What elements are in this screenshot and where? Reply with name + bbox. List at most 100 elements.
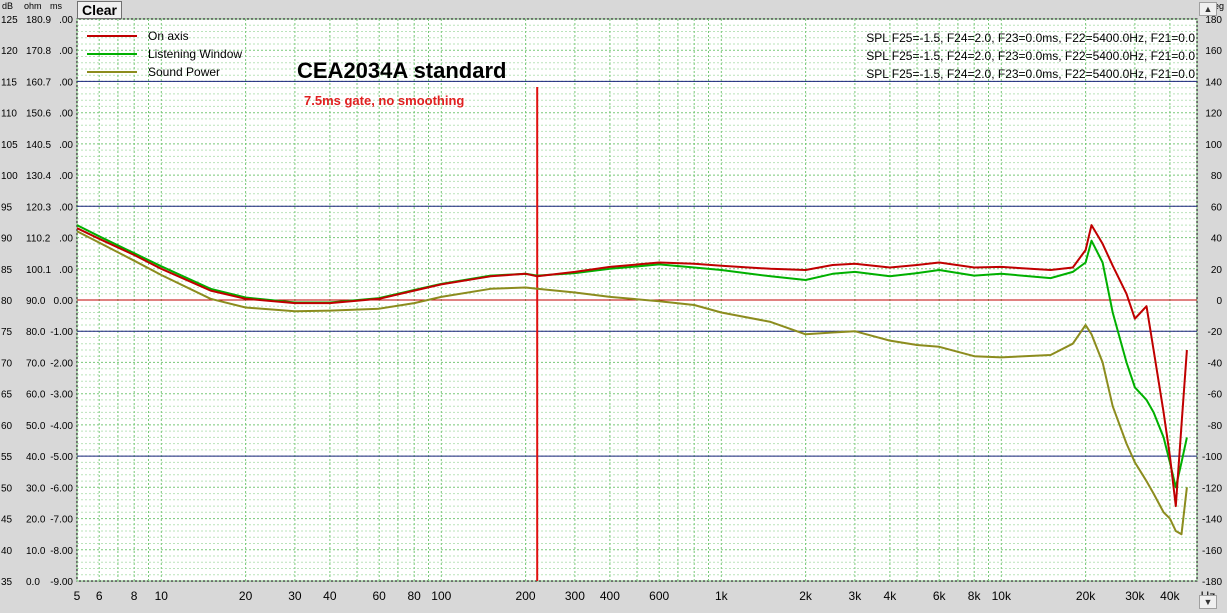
y-tick-label-deg: -120 <box>1202 483 1222 494</box>
x-axis-labels: 5 6 8 10 20 30 40 60 80 100 200 300 400 600 1k 2k 3k 4k 6k… <box>74 589 1216 603</box>
y-tick-label-ohm: 50.0 <box>26 421 46 432</box>
y-tick-label-db: 125 <box>1 15 18 26</box>
clear-button[interactable]: Clear <box>77 1 122 19</box>
y-tick-label-deg: 120 <box>1205 109 1222 120</box>
y-tick-label-db: 50 <box>1 483 13 494</box>
y-tick-label-ms: .00 <box>59 234 73 245</box>
y-tick-label-ohm: 140.5 <box>26 140 51 151</box>
chart-title: CEA2034A standard <box>297 58 506 83</box>
y-tick-label-deg: -140 <box>1202 515 1222 526</box>
y-tick-label-ohm: 110.2 <box>26 234 51 245</box>
y-tick-label-deg: -80 <box>1208 421 1223 432</box>
y-tick-label-ohm: 80.0 <box>26 327 46 338</box>
y-tick-label-deg: 40 <box>1211 234 1223 245</box>
y-tick-label-ohm: 120.3 <box>26 202 51 213</box>
y-tick-label-db: 55 <box>1 452 13 463</box>
y-tick-label-ohm: 180.9 <box>26 15 51 26</box>
x-tick-label: 300 <box>565 589 585 603</box>
x-tick-label: 6 <box>96 589 103 603</box>
x-tick-label: 200 <box>516 589 536 603</box>
y-tick-label-ms: -7.00 <box>50 515 73 526</box>
series-info-lines: SPL F25=-1.5, F24=2.0, F23=0.0ms, F22=54… <box>866 31 1195 81</box>
y-tick-label-db: 105 <box>1 140 18 151</box>
y-tick-label-ohm: 40.0 <box>26 452 46 463</box>
legend-label: On axis <box>148 29 189 43</box>
y-tick-label-ms: -1.00 <box>50 327 73 338</box>
y-tick-label-deg: 160 <box>1205 46 1222 57</box>
scroll-up-button[interactable]: ▲ <box>1199 2 1217 16</box>
right-axis-labels: 180 160 140 120 100 80 60 40 20 0 -20 -40 -60 -80 -100… <box>1202 15 1222 588</box>
x-tick-label: 1k <box>715 589 729 603</box>
x-tick-label: 30k <box>1125 589 1145 603</box>
y-tick-label-db: 65 <box>1 390 13 401</box>
y-tick-label-ohm: 170.8 <box>26 46 51 57</box>
y-tick-label-db: 70 <box>1 358 13 369</box>
series-line-sound-power <box>77 230 1188 536</box>
y-tick-label-ms: .00 <box>59 15 73 26</box>
series-info: SPL F25=-1.5, F24=2.0, F23=0.0ms, F22=54… <box>866 49 1195 63</box>
y-tick-label-ms: .00 <box>59 140 73 151</box>
y-tick-label-deg: -160 <box>1202 546 1222 557</box>
y-tick-label-ms: -9.00 <box>50 577 73 588</box>
x-tick-label: 30 <box>288 589 302 603</box>
y-tick-label-deg: -100 <box>1202 452 1222 463</box>
series-info: SPL F25=-1.5, F24=2.0, F23=0.0ms, F22=54… <box>866 67 1195 81</box>
y-tick-label-deg: -40 <box>1208 358 1223 369</box>
y-tick-label-db: 100 <box>1 171 18 182</box>
y-tick-label-ms: -2.00 <box>50 358 73 369</box>
y-tick-label-db: 95 <box>1 202 13 213</box>
y-tick-label-ohm: 60.0 <box>26 390 46 401</box>
y-tick-label-deg: -60 <box>1208 390 1223 401</box>
y-tick-label-ohm: 160.7 <box>26 77 51 88</box>
y-tick-label-ohm: 90.0 <box>26 296 46 307</box>
y-tick-label-deg: -20 <box>1208 327 1223 338</box>
y-tick-label-deg: 140 <box>1205 77 1222 88</box>
y-tick-label-db: 90 <box>1 234 13 245</box>
y-tick-label-db: 80 <box>1 296 13 307</box>
x-tick-label: 8k <box>968 589 982 603</box>
grid <box>76 18 1198 582</box>
y-tick-label-ms: .00 <box>59 171 73 182</box>
y-tick-label-ms: .00 <box>59 202 73 213</box>
legend-label: Listening Window <box>148 47 242 61</box>
y-tick-label-ohm: 130.4 <box>26 171 51 182</box>
x-tick-label: 3k <box>849 589 863 603</box>
x-tick-label: 100 <box>431 589 451 603</box>
y-tick-label-ohm: 70.0 <box>26 358 46 369</box>
y-tick-label-deg: -180 <box>1202 577 1222 588</box>
y-unit-ohm: ohm <box>24 1 42 11</box>
y-tick-label-db: 45 <box>1 515 13 526</box>
x-tick-label: 4k <box>884 589 898 603</box>
y-tick-label-ms: 0.00 <box>54 296 74 307</box>
y-tick-label-deg: 100 <box>1205 140 1222 151</box>
y-tick-label-ms: -6.00 <box>50 483 73 494</box>
y-tick-label-db: 60 <box>1 421 13 432</box>
y-tick-label-ohm: 20.0 <box>26 515 46 526</box>
x-tick-label: 10k <box>992 589 1012 603</box>
legend: On axis Listening Window Sound Power <box>87 29 242 79</box>
y-tick-label-deg: 20 <box>1211 265 1223 276</box>
x-tick-label: 600 <box>649 589 669 603</box>
y-tick-label-ohm: 10.0 <box>26 546 46 557</box>
y-tick-label-db: 110 <box>1 109 17 120</box>
y-tick-label-deg: 80 <box>1211 171 1223 182</box>
y-tick-label-deg: 180 <box>1205 15 1222 26</box>
x-tick-label: 80 <box>407 589 421 603</box>
y-tick-label-ohm: 150.6 <box>26 109 51 120</box>
x-tick-label: 6k <box>933 589 947 603</box>
y-axis-unit-labels: dBohmmsdeg <box>2 1 1224 11</box>
x-tick-label: 400 <box>600 589 620 603</box>
y-tick-label-db: 85 <box>1 265 13 276</box>
x-tick-label: 40 <box>323 589 337 603</box>
scroll-down-button[interactable]: ▼ <box>1199 595 1217 609</box>
x-tick-label: 2k <box>799 589 813 603</box>
x-tick-label: 20k <box>1076 589 1096 603</box>
y-tick-label-deg: 0 <box>1216 296 1222 307</box>
y-tick-label-ms: -8.00 <box>50 546 73 557</box>
y-tick-label-db: 35 <box>1 577 13 588</box>
y-tick-label-db: 120 <box>1 46 18 57</box>
y-tick-label-ms: .00 <box>59 77 73 88</box>
y-tick-label-db: 115 <box>1 77 17 88</box>
y-tick-label-ms: -3.00 <box>50 390 73 401</box>
